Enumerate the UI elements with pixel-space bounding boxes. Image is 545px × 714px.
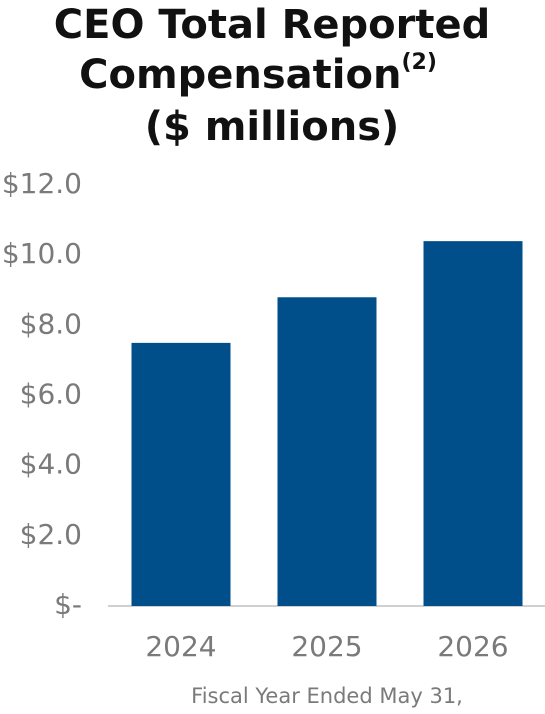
y-tick-label: $- [54,588,82,621]
chart-title: Compensation(2) [79,50,437,98]
bar [423,241,523,606]
title-note: (2) [401,50,436,75]
y-tick-label: $4.0 [20,448,82,481]
y-tick-label: $6.0 [20,378,82,411]
bar [131,342,231,606]
y-tick-label: $12.0 [2,167,82,200]
y-tick-label: $10.0 [2,237,82,270]
chart-title: Compensation [79,52,401,98]
x-tick-label: 2026 [437,630,508,663]
bar [277,297,377,606]
x-tick-label: 2024 [145,630,216,663]
chart-title: CEO Total Reported [54,2,490,48]
y-tick-label: $2.0 [20,518,82,551]
y-tick-label: $8.0 [20,307,82,340]
x-axis-label: Fiscal Year Ended May 31, [191,684,463,708]
chart-subtitle: ($ millions) [145,104,400,150]
x-tick-label: 2025 [291,630,362,663]
